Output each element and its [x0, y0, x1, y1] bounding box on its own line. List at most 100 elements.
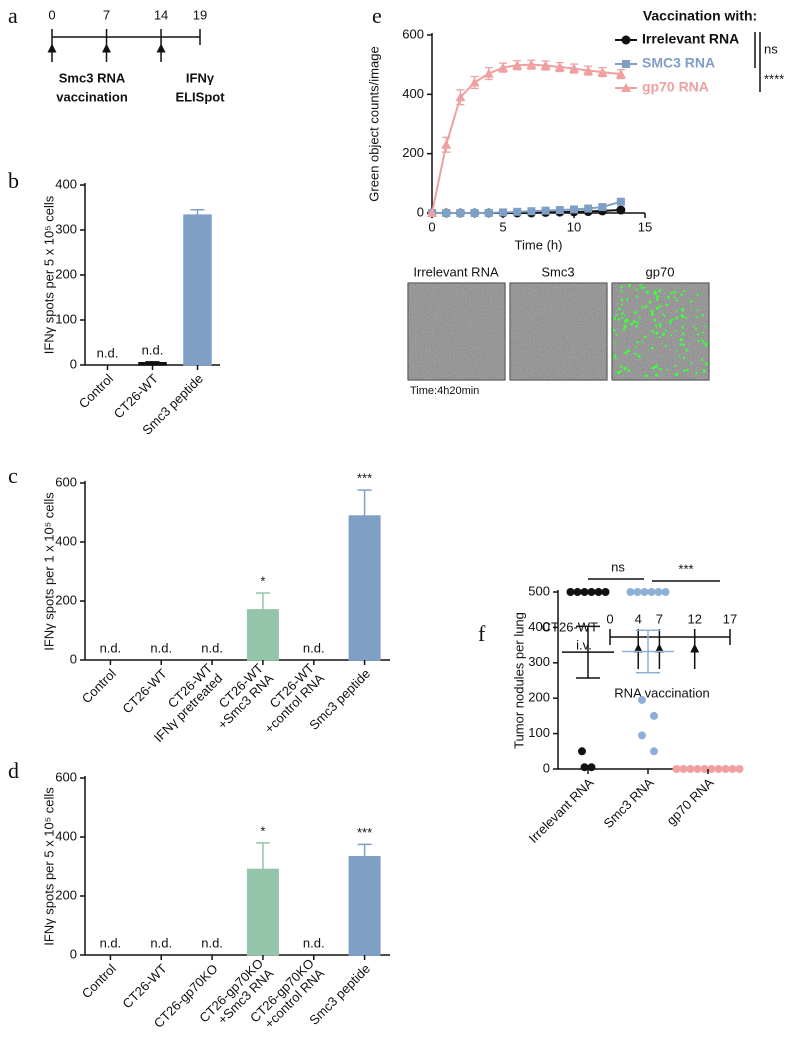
green-object [681, 332, 685, 336]
green-object [653, 318, 657, 322]
timeline-tick-label: 17 [723, 611, 737, 626]
image-panels: Irrelevant RNA Smc3 gp70 Time:4h20min [407, 264, 710, 397]
green-object [634, 352, 637, 355]
bar-label: n.d. [150, 935, 172, 950]
marker [555, 206, 564, 215]
green-object [666, 295, 670, 299]
green-object [620, 285, 623, 289]
y-tick-label: 200 [402, 145, 424, 160]
green-object [616, 370, 621, 375]
x-tick-label: Control [76, 371, 116, 411]
green-object [648, 300, 652, 304]
green-object [705, 362, 709, 366]
bar-label: n.d. [100, 935, 122, 950]
green-object [695, 315, 698, 319]
dot [587, 588, 596, 596]
bar-label: n.d. [201, 935, 223, 950]
dot [672, 765, 681, 773]
green-object [701, 339, 704, 342]
green-object [673, 296, 676, 299]
marker [513, 207, 522, 216]
marker [621, 35, 631, 45]
legend-label: Irrelevant RNA [642, 31, 739, 47]
green-object [635, 295, 638, 298]
y-tick-label: 0 [543, 760, 550, 775]
dot [587, 763, 596, 772]
panel-label: e [372, 3, 382, 28]
green-object [655, 373, 659, 377]
green-object [680, 313, 683, 316]
green-object [636, 321, 639, 324]
green-object [645, 290, 650, 294]
marker [621, 83, 631, 92]
green-object [682, 356, 686, 360]
timeline-label: vaccination [56, 89, 128, 104]
green-object [690, 300, 693, 303]
dot [650, 711, 658, 720]
green-object [640, 286, 644, 290]
bar-label: n.d. [201, 640, 223, 655]
green-object [696, 308, 699, 311]
y-tick-label: 600 [402, 26, 424, 41]
green-object [654, 324, 658, 327]
series-line [431, 63, 621, 214]
dot [626, 588, 635, 596]
marker [484, 209, 493, 217]
timeline-tick-label: 12 [687, 611, 701, 626]
green-object [676, 349, 679, 352]
green-object [620, 290, 623, 293]
y-tick-label: 0 [417, 204, 424, 219]
green-object [651, 329, 655, 333]
x-tick-label: 15 [638, 219, 652, 234]
x-tick-label: 0 [428, 219, 435, 234]
bar-label: n.d. [303, 640, 325, 655]
timeline-label: CT26-WT [542, 619, 598, 634]
green-object [658, 289, 661, 293]
marker [456, 209, 465, 217]
green-object [702, 369, 706, 373]
bar-label: n.d. [142, 342, 164, 357]
green-object [641, 306, 645, 309]
y-tick-label: 400 [55, 176, 77, 191]
green-object [650, 309, 654, 313]
marker [622, 60, 630, 68]
marker [540, 60, 551, 70]
marker [469, 77, 480, 87]
legend-title: Vaccination with: [643, 8, 757, 24]
marker [598, 203, 607, 212]
y-tick-label: 600 [55, 474, 77, 489]
legend-label: SMC3 RNA [642, 55, 715, 71]
green-object [666, 369, 668, 371]
marker [498, 62, 508, 72]
y-tick-label: 100 [528, 725, 550, 740]
timeline-tick-label: 19 [193, 7, 207, 22]
green-object [675, 299, 679, 302]
green-object [693, 325, 696, 328]
dot [647, 588, 656, 596]
x-tick-label: gp70 RNA [664, 775, 717, 828]
bar-label: *** [357, 471, 372, 486]
marker [483, 68, 494, 78]
marker [526, 59, 537, 69]
green-object [624, 351, 628, 355]
green-object [680, 308, 685, 312]
timeline-tick-label: 7 [656, 611, 663, 626]
dot [578, 747, 586, 756]
green-object [675, 316, 678, 320]
y-tick-label: 600 [55, 769, 77, 784]
bar-label: * [260, 573, 265, 588]
image-label: gp70 [646, 264, 675, 279]
y-tick-label: 200 [528, 690, 550, 705]
y-tick-label: 400 [402, 86, 424, 101]
green-object [704, 325, 707, 328]
timeline-tick-label: 0 [606, 611, 613, 626]
green-object [620, 370, 623, 373]
y-tick-label: 400 [528, 619, 550, 634]
dot [580, 588, 589, 596]
bar-label: *** [357, 825, 372, 840]
bar-label: n.d. [150, 640, 172, 655]
y-tick-label: 500 [528, 583, 550, 598]
green-object [679, 338, 683, 342]
green-object [634, 346, 637, 349]
dot [661, 588, 670, 596]
